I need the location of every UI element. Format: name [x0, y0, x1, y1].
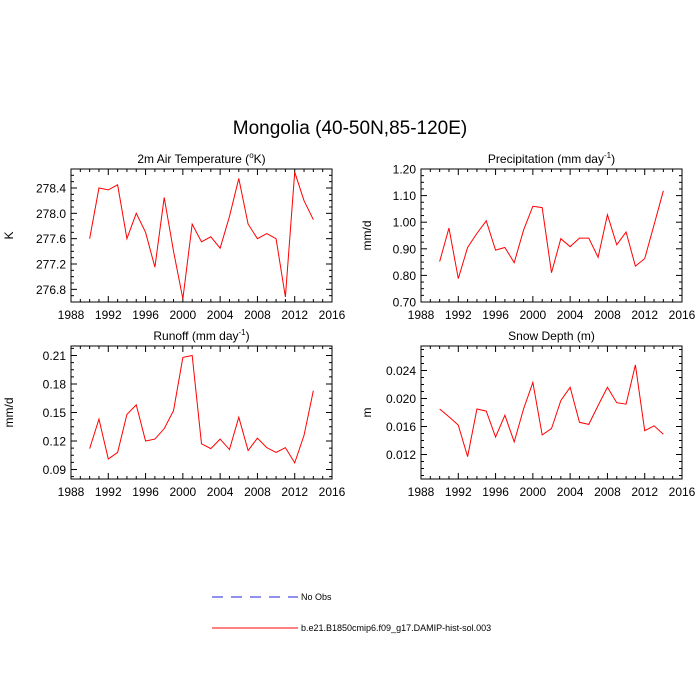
panel-title-tail: )	[611, 152, 615, 166]
x-tick-label: 1996	[132, 308, 159, 322]
x-tick-label: 2016	[669, 485, 696, 499]
x-tick-label: 2016	[669, 308, 696, 322]
panel-title-superscript: -1	[239, 328, 247, 337]
x-tick-label: 2012	[281, 485, 308, 499]
panel-title-main: Runoff (mm day	[153, 329, 238, 343]
x-tick-label: 2004	[207, 485, 234, 499]
panel-title-main: Precipitation (mm day	[488, 152, 604, 166]
panels: 1988 1992 1996 2000 2004 2008 2012 2016 276.8 277…	[2, 151, 696, 499]
x-tick-label: 2012	[281, 308, 308, 322]
panel-title-tail: )	[246, 329, 250, 343]
x-tick-label: 2008	[244, 485, 271, 499]
y-tick-label: 1.20	[393, 163, 417, 177]
legend-label-model: b.e21.B1850cmip6.f09_g17.DAMIP-hist-sol.…	[301, 623, 491, 633]
panel-title-superscript: o	[249, 151, 254, 160]
y-tick-label: 278.0	[36, 207, 66, 221]
y-tick-label: 1.00	[393, 216, 417, 230]
series-line-0	[89, 354, 314, 465]
panel-0: 1988 1992 1996 2000 2004 2008 2012 2016 276.8 277…	[2, 151, 346, 322]
panel-title: 2m Air Temperature (oK)	[137, 151, 265, 166]
legend-label-no-obs: No Obs	[301, 592, 332, 602]
y-tick-label: 0.020	[386, 392, 416, 406]
y-tick-label: 0.80	[393, 269, 417, 283]
panel-title-main: 2m Air Temperature (	[137, 152, 249, 166]
x-tick-label: 1996	[482, 308, 509, 322]
x-tick-label: 1988	[58, 308, 85, 322]
x-tick-label: 1992	[445, 308, 472, 322]
y-tick-label: 0.21	[43, 349, 67, 363]
x-tick-label: 2012	[631, 485, 658, 499]
panel-title-tail: K)	[254, 152, 266, 166]
panel-1: 1988 1992 1996 2000 2004 2008 2012 2016 0.70 0.80…	[360, 151, 696, 322]
x-tick-label: 1988	[408, 485, 435, 499]
y-tick-label: 0.12	[43, 435, 67, 449]
x-tick-label: 1988	[408, 308, 435, 322]
legend: No Obs b.e21.B1850cmip6.f09_g17.DAMIP-hi…	[212, 592, 491, 633]
series-line-0	[439, 190, 664, 279]
y-axis-label: mm/d	[2, 398, 16, 428]
panel-frame	[420, 345, 683, 480]
panel-3: 1988 1992 1996 2000 2004 2008 2012 2016 0.012 0.0…	[360, 329, 696, 499]
y-tick-label: 0.024	[386, 364, 416, 378]
panel-title: Snow Depth (m)	[508, 329, 595, 343]
x-tick-label: 2000	[520, 485, 547, 499]
x-tick-label: 1992	[95, 308, 122, 322]
y-tick-label: 1.10	[393, 189, 417, 203]
y-tick-label: 276.8	[36, 283, 66, 297]
x-tick-label: 2016	[319, 308, 346, 322]
x-tick-label: 2000	[170, 308, 197, 322]
y-tick-label: 0.016	[386, 420, 416, 434]
x-tick-label: 2008	[594, 485, 621, 499]
x-tick-label: 2004	[207, 308, 234, 322]
x-tick-label: 1992	[445, 485, 472, 499]
x-tick-label: 2012	[631, 308, 658, 322]
x-tick-label: 2000	[520, 308, 547, 322]
y-tick-label: 0.15	[43, 406, 67, 420]
y-tick-label: 278.4	[36, 182, 66, 196]
x-tick-label: 2000	[170, 485, 197, 499]
series-line-0	[89, 172, 314, 299]
x-tick-label: 1996	[482, 485, 509, 499]
figure-title: Mongolia (40-50N,85-120E)	[233, 118, 467, 139]
x-tick-label: 2004	[557, 308, 584, 322]
panel-title: Runoff (mm day-1)	[153, 328, 249, 343]
x-tick-label: 1988	[58, 485, 85, 499]
x-tick-label: 1992	[95, 485, 122, 499]
y-tick-label: 277.2	[36, 258, 66, 272]
y-axis-label: K	[2, 231, 16, 239]
x-tick-label: 2008	[244, 308, 271, 322]
x-tick-label: 2004	[557, 485, 584, 499]
y-tick-label: 0.70	[393, 296, 417, 310]
y-tick-label: 0.90	[393, 242, 417, 256]
x-tick-label: 1996	[132, 485, 159, 499]
panel-2: 1988 1992 1996 2000 2004 2008 2012 2016 0.09 0.12…	[2, 328, 346, 499]
x-tick-label: 2016	[319, 485, 346, 499]
series-line-0	[439, 364, 664, 457]
panel-frame	[420, 168, 683, 303]
panel-title: Precipitation (mm day-1)	[488, 151, 615, 166]
y-tick-label: 0.09	[43, 463, 67, 477]
y-tick-label: 0.012	[386, 448, 416, 462]
y-axis-label: mm/d	[360, 221, 374, 251]
panel-title-main: Snow Depth (m)	[508, 329, 595, 343]
y-tick-label: 0.18	[43, 378, 67, 392]
y-tick-label: 277.6	[36, 232, 66, 246]
y-axis-label: m	[360, 408, 374, 418]
panel-title-superscript: -1	[604, 151, 612, 160]
x-tick-label: 2008	[594, 308, 621, 322]
